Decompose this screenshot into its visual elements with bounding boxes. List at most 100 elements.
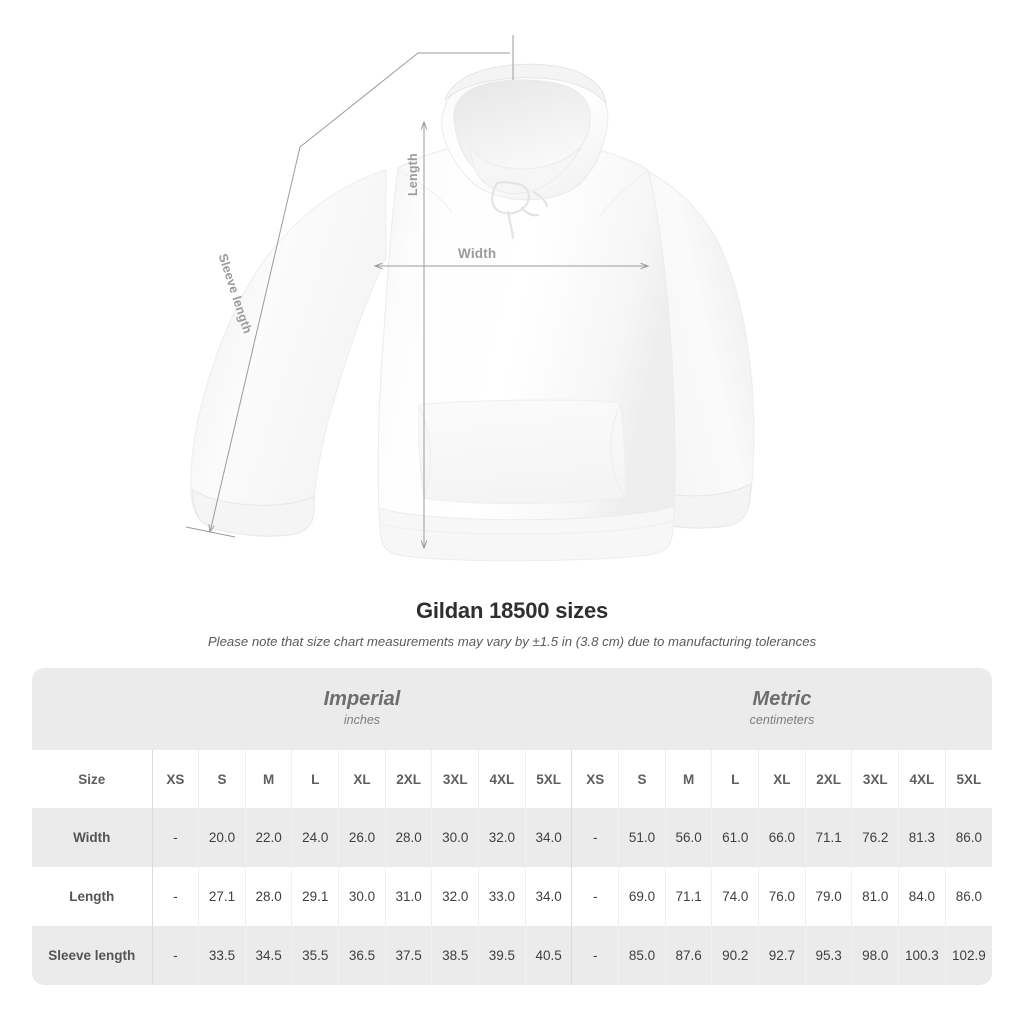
- cell-imperial-3xl: 38.5: [431, 926, 480, 985]
- table-row: Sleeve length -33.5 34.5 35.5 36.5 37.5 38.5 39…: [32, 926, 992, 985]
- size-chart-table-wrapper: Imperial inches Metric centimeters Size XS S M L…: [32, 668, 992, 985]
- row-label-width: Width: [32, 808, 153, 867]
- cell-imperial-5xl: 34.0: [525, 808, 573, 867]
- measurement-lines: [185, 35, 648, 548]
- cell-metric-xs: -: [571, 926, 620, 985]
- cell-metric-l: 61.0: [711, 808, 760, 867]
- cell-imperial-3xl: 30.0: [431, 808, 480, 867]
- cell-imperial-2xl: 37.5: [385, 926, 433, 985]
- cell-metric-3xl: 98.0: [851, 926, 900, 985]
- cell-imperial-m: 22.0: [245, 808, 293, 867]
- cell-imperial-4xl: 32.0: [478, 808, 526, 867]
- cell-imperial-m: 28.0: [245, 867, 293, 926]
- cell-imperial-xl: 36.5: [338, 926, 386, 985]
- unit-system-unit: centimeters: [749, 713, 815, 728]
- size-header-imperial-2xl: 2XL: [385, 750, 433, 808]
- size-header-metric-l: L: [711, 750, 760, 808]
- cell-metric-m: 87.6: [665, 926, 713, 985]
- cell-metric-xl: 92.7: [758, 926, 806, 985]
- cell-metric-3xl: 81.0: [851, 867, 900, 926]
- cell-metric-m: 56.0: [665, 808, 713, 867]
- row-label-sleeve-length: Sleeve length: [32, 926, 153, 985]
- cell-imperial-xs: -: [152, 808, 200, 867]
- cell-imperial-4xl: 39.5: [478, 926, 526, 985]
- size-header-imperial-4xl: 4XL: [478, 750, 526, 808]
- hoodie-measurement-illustration: Width Length Sleeve length: [185, 35, 755, 562]
- hoodie-hem: [378, 505, 675, 562]
- cell-metric-5xl: 86.0: [945, 808, 992, 867]
- width-label: Width: [458, 246, 497, 261]
- cell-metric-m: 71.1: [665, 867, 713, 926]
- size-header-imperial-3xl: 3XL: [431, 750, 480, 808]
- cell-imperial-2xl: 28.0: [385, 808, 433, 867]
- size-column-header: Size: [32, 750, 153, 808]
- cell-imperial-s: 20.0: [198, 808, 246, 867]
- size-header-metric-3xl: 3XL: [851, 750, 900, 808]
- size-header-metric-xs: XS: [571, 750, 620, 808]
- tolerance-note: Please note that size chart measurements…: [207, 634, 817, 649]
- row-label-length: Length: [32, 867, 153, 926]
- size-header-metric-m: M: [665, 750, 713, 808]
- sleeve-bottom-tick: [185, 526, 236, 538]
- cell-metric-l: 90.2: [711, 926, 760, 985]
- size-header-metric-2xl: 2XL: [805, 750, 853, 808]
- size-header-imperial-xs: XS: [152, 750, 200, 808]
- cell-imperial-4xl: 33.0: [478, 867, 526, 926]
- unit-system-unit: inches: [343, 713, 381, 728]
- hoodie-svg: [185, 35, 755, 562]
- cell-imperial-xs: -: [152, 926, 200, 985]
- kangaroo-pocket: [418, 399, 626, 505]
- cell-metric-3xl: 76.2: [851, 808, 900, 867]
- cell-imperial-3xl: 32.0: [431, 867, 480, 926]
- cell-imperial-5xl: 40.5: [525, 926, 573, 985]
- cell-imperial-s: 27.1: [198, 867, 246, 926]
- left-cuff: [191, 489, 315, 537]
- cell-metric-xs: -: [571, 808, 620, 867]
- cell-imperial-xl: 26.0: [338, 808, 386, 867]
- length-label: Length: [406, 153, 420, 196]
- left-sleeve: [190, 169, 387, 536]
- size-header-imperial-5xl: 5XL: [525, 750, 573, 808]
- unit-system-name: Metric: [752, 688, 812, 711]
- cell-imperial-l: 24.0: [291, 808, 340, 867]
- cell-metric-xs: -: [571, 867, 620, 926]
- cell-metric-5xl: 86.0: [945, 867, 992, 926]
- unit-banner-spacer: [32, 668, 152, 750]
- cell-imperial-2xl: 31.0: [385, 867, 433, 926]
- sleeve-measure-line: [210, 52, 510, 532]
- hoodie-garment: [190, 63, 755, 562]
- size-chart-table: Imperial inches Metric centimeters Size XS S M L…: [32, 668, 992, 985]
- size-header-metric-s: S: [618, 750, 666, 808]
- cell-metric-xl: 66.0: [758, 808, 806, 867]
- size-header-imperial-xl: XL: [338, 750, 386, 808]
- cell-metric-xl: 76.0: [758, 867, 806, 926]
- right-shoulder-seam: [599, 169, 649, 217]
- table-row: Length -27.1 28.0 29.1 30.0 31.0 32.0 33.0 34.0-…: [32, 867, 992, 926]
- cell-metric-2xl: 95.3: [805, 926, 853, 985]
- cell-imperial-s: 33.5: [198, 926, 246, 985]
- size-header-imperial-l: L: [291, 750, 340, 808]
- size-header-imperial-m: M: [245, 750, 293, 808]
- cell-imperial-xs: -: [152, 867, 200, 926]
- cell-metric-s: 85.0: [618, 926, 666, 985]
- cell-imperial-xl: 30.0: [338, 867, 386, 926]
- hem-seam: [380, 520, 674, 535]
- cell-metric-4xl: 84.0: [898, 867, 946, 926]
- cell-metric-l: 74.0: [711, 867, 760, 926]
- hood-edge: [443, 63, 607, 106]
- unit-banner-row: Imperial inches Metric centimeters: [32, 668, 992, 750]
- cell-metric-s: 69.0: [618, 867, 666, 926]
- cell-imperial-5xl: 34.0: [525, 867, 573, 926]
- title-block: Gildan 18500 sizes Please note that size…: [0, 598, 1024, 649]
- size-header-metric-4xl: 4XL: [898, 750, 946, 808]
- cell-metric-5xl: 102.9: [945, 926, 992, 985]
- left-shoulder-seam: [397, 169, 453, 213]
- cell-metric-4xl: 100.3: [898, 926, 946, 985]
- cell-metric-s: 51.0: [618, 808, 666, 867]
- table-row: Width -20.0 22.0 24.0 26.0 28.0 30.0 32.0 34.0-5…: [32, 808, 992, 867]
- cell-imperial-l: 35.5: [291, 926, 340, 985]
- unit-header-imperial: Imperial inches: [152, 668, 572, 750]
- unit-header-metric: Metric centimeters: [571, 668, 992, 750]
- pocket-right-edge: [610, 403, 626, 498]
- hood-lining: [453, 79, 591, 183]
